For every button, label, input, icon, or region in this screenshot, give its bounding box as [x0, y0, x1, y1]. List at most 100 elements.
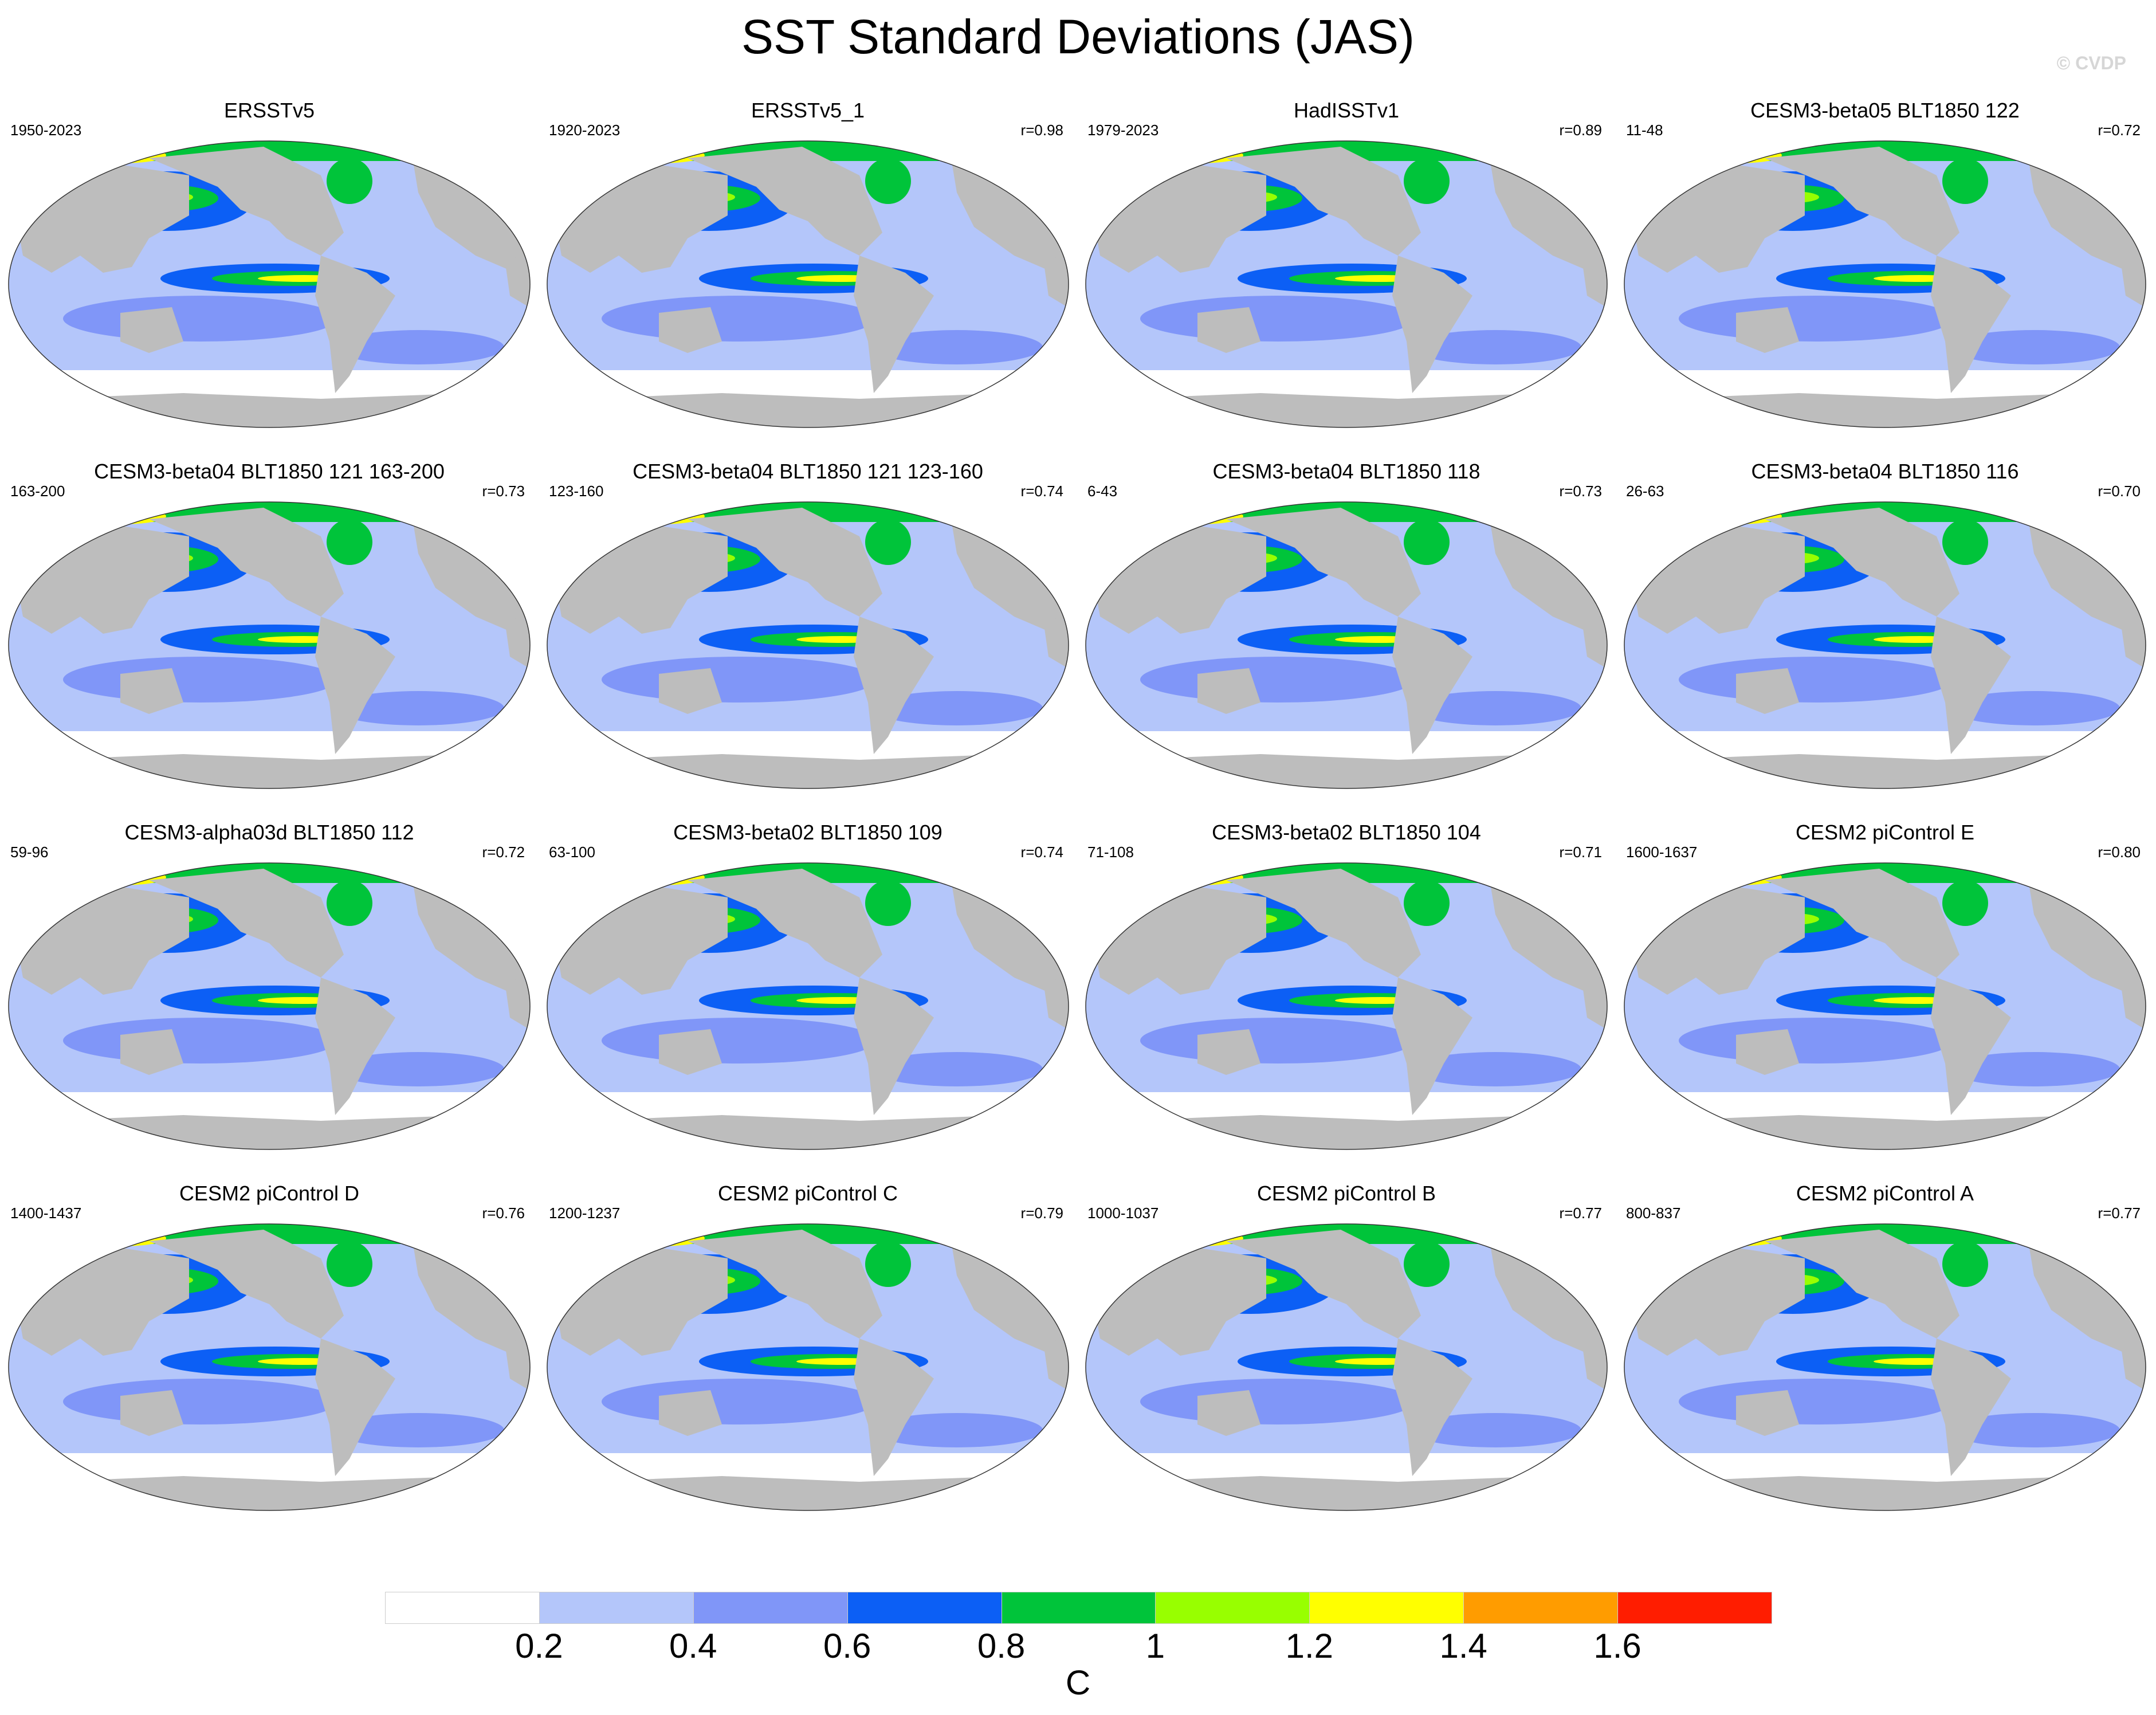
panel-pattern-correlation: r=0.80	[2098, 843, 2141, 861]
panel-period: 1920-2023	[549, 121, 621, 139]
panel-pattern-correlation: r=0.72	[482, 843, 525, 861]
colorbar-swatch	[1617, 1592, 1772, 1624]
sst-std-map	[1624, 862, 2146, 1150]
panel-pattern-correlation: r=0.73	[482, 482, 525, 500]
colorbar-swatch	[847, 1592, 1002, 1624]
panel-title: CESM3-beta02 BLT1850 109	[673, 821, 942, 844]
colorbar-swatch	[1001, 1592, 1156, 1624]
map-panel: CESM3-alpha03d BLT1850 112 59-96 r=0.72	[0, 819, 539, 1186]
map-panel: CESM3-beta04 BLT1850 116 26-63 r=0.70	[1616, 458, 2154, 825]
map-panel: HadISSTv1 1979-2023 r=0.89	[1077, 97, 1616, 464]
panel-period: 1000-1037	[1087, 1204, 1159, 1222]
panel-title: CESM3-beta04 BLT1850 116	[1751, 460, 2019, 483]
map-panel: CESM3-beta02 BLT1850 109 63-100 r=0.74	[539, 819, 1077, 1186]
panel-period: 1979-2023	[1087, 121, 1159, 139]
map-panel: CESM3-beta04 BLT1850 121 163-200 163-200 r…	[0, 458, 539, 825]
sst-std-map	[1085, 1223, 1608, 1511]
panel-title: CESM3-beta04 BLT1850 121 163-200	[94, 460, 445, 483]
panel-title: CESM3-beta04 BLT1850 121 123-160	[633, 460, 983, 483]
sst-std-map	[547, 1223, 1069, 1511]
sst-std-map	[8, 862, 531, 1150]
sst-std-map	[8, 140, 531, 428]
colorbar-swatch	[1155, 1592, 1310, 1624]
colorbar	[385, 1592, 1772, 1624]
panel-period: 59-96	[10, 843, 49, 861]
map-panel: ERSSTv5 1950-2023	[0, 97, 539, 464]
panel-title: CESM2 piControl D	[179, 1182, 360, 1205]
sst-std-map	[1085, 140, 1608, 428]
map-panel: CESM3-beta02 BLT1850 104 71-108 r=0.71	[1077, 819, 1616, 1186]
panel-pattern-correlation: r=0.70	[2098, 482, 2141, 500]
map-panel: CESM3-beta04 BLT1850 118 6-43 r=0.73	[1077, 458, 1616, 825]
panel-pattern-correlation: r=0.74	[1020, 482, 1063, 500]
colorbar-swatch	[1309, 1592, 1464, 1624]
panel-period: 163-200	[10, 482, 65, 500]
sst-std-map	[8, 501, 531, 789]
panel-title: HadISSTv1	[1293, 99, 1400, 122]
panel-title: CESM3-alpha03d BLT1850 112	[124, 821, 414, 844]
panel-pattern-correlation: r=0.79	[1020, 1204, 1063, 1222]
colorbar-tick-label: 1.6	[1593, 1627, 1641, 1665]
panel-period: 1400-1437	[10, 1204, 82, 1222]
cvdp-watermark: © CVDP	[2056, 53, 2126, 73]
colorbar-swatch	[539, 1592, 694, 1624]
map-panel: CESM3-beta04 BLT1850 121 123-160 123-160 r…	[539, 458, 1077, 825]
sst-std-map	[8, 1223, 531, 1511]
map-panel: CESM2 piControl B 1000-1037 r=0.77	[1077, 1180, 1616, 1547]
map-panel: CESM2 piControl A 800-837 r=0.77	[1616, 1180, 2154, 1547]
colorbar-tick-label: 1	[1145, 1627, 1165, 1665]
map-panel: CESM2 piControl E 1600-1637 r=0.80	[1616, 819, 2154, 1186]
panel-period: 71-108	[1087, 843, 1134, 861]
colorbar-tick-label: 0.4	[669, 1627, 717, 1665]
sst-std-map	[1085, 862, 1608, 1150]
map-panel: CESM2 piControl D 1400-1437 r=0.76	[0, 1180, 539, 1547]
colorbar-tick-label: 1.4	[1439, 1627, 1487, 1665]
panel-title: CESM3-beta02 BLT1850 104	[1212, 821, 1481, 844]
panel-period: 1200-1237	[549, 1204, 621, 1222]
panel-pattern-correlation: r=0.98	[1020, 121, 1063, 139]
panel-title: CESM2 piControl A	[1796, 1182, 1974, 1205]
colorbar-unit: C	[1065, 1663, 1091, 1702]
sst-std-map	[1624, 1223, 2146, 1511]
colorbar-tick-label: 0.2	[515, 1627, 563, 1665]
sst-std-map	[1624, 140, 2146, 428]
panel-pattern-correlation: r=0.77	[2098, 1204, 2141, 1222]
panel-pattern-correlation: r=0.89	[1559, 121, 1602, 139]
panel-period: 11-48	[1626, 121, 1663, 139]
colorbar-tick-label: 0.8	[977, 1627, 1026, 1665]
panel-title: CESM2 piControl B	[1256, 1182, 1436, 1205]
colorbar-swatch	[693, 1592, 848, 1624]
colorbar-tick-label: 1.2	[1285, 1627, 1334, 1665]
panel-title: CESM2 piControl C	[717, 1182, 898, 1205]
sst-std-map	[1085, 501, 1608, 789]
panel-title: CESM3-beta05 BLT1850 122	[1750, 99, 2020, 122]
panel-pattern-correlation: r=0.74	[1020, 843, 1063, 861]
panel-title: CESM2 piControl E	[1795, 821, 1975, 844]
sst-std-map	[547, 501, 1069, 789]
panel-pattern-correlation: r=0.72	[2098, 121, 2141, 139]
map-panel: CESM2 piControl C 1200-1237 r=0.79	[539, 1180, 1077, 1547]
panel-period: 1950-2023	[10, 121, 82, 139]
colorbar-swatch	[385, 1592, 540, 1624]
panel-pattern-correlation: r=0.76	[482, 1204, 525, 1222]
panel-pattern-correlation: r=0.77	[1559, 1204, 1602, 1222]
panel-title: ERSSTv5	[223, 99, 315, 122]
panel-pattern-correlation: r=0.73	[1559, 482, 1602, 500]
panel-period: 63-100	[549, 843, 595, 861]
sst-std-map	[547, 862, 1069, 1150]
panel-period: 26-63	[1626, 482, 1664, 500]
colorbar-swatch	[1463, 1592, 1619, 1624]
sst-std-map	[1624, 501, 2146, 789]
panel-period: 800-837	[1626, 1204, 1681, 1222]
sst-std-map	[547, 140, 1069, 428]
panel-period: 1600-1637	[1626, 843, 1698, 861]
map-panel: CESM3-beta05 BLT1850 122 11-48 r=0.72	[1616, 97, 2154, 464]
panel-period: 6-43	[1087, 482, 1118, 500]
map-panel: ERSSTv5_1 1920-2023 r=0.98	[539, 97, 1077, 464]
figure-title: SST Standard Deviations (JAS)	[741, 10, 1415, 64]
panel-period: 123-160	[549, 482, 604, 500]
colorbar-tick-label: 0.6	[823, 1627, 871, 1665]
panel-title: CESM3-beta04 BLT1850 118	[1212, 460, 1480, 483]
panel-pattern-correlation: r=0.71	[1559, 843, 1602, 861]
panel-title: ERSSTv5_1	[751, 99, 865, 122]
